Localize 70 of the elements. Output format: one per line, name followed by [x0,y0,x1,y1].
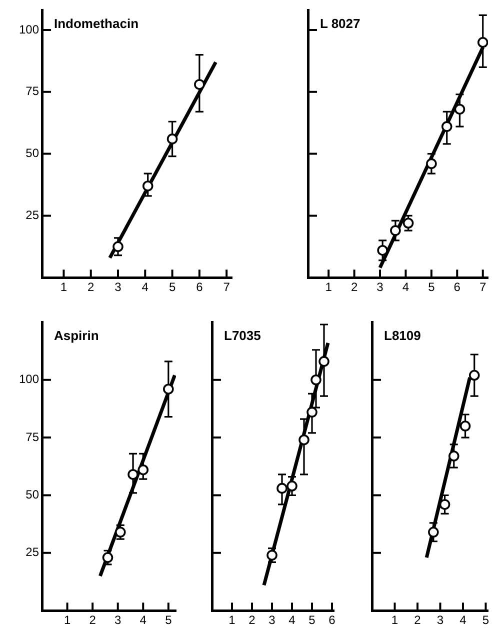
x-tick-label: 4 [402,280,410,294]
point [310,374,322,386]
point [402,218,414,229]
x-tick-label: 2 [350,280,358,294]
x-tick-label: 4 [140,613,147,628]
x-tick-label: 1 [64,613,71,628]
y-tick-label: 25 [26,545,40,560]
y-tick-label: 50 [26,488,40,502]
x-tick-label: 5 [165,613,172,628]
point [477,36,488,48]
x-tick-label: 1 [228,613,236,628]
point [454,104,466,115]
x-tick-label: 7 [480,280,487,294]
x-tick-label: 3 [268,613,276,628]
x-tick-label: 3 [114,613,122,628]
text: L8109 [384,328,421,343]
text: Aspirin [54,328,99,343]
point [318,356,330,367]
point [441,121,452,132]
point [276,482,288,494]
point [426,158,437,170]
x-tick-label: 5 [482,613,490,628]
point [286,480,298,492]
text: L7035 [224,328,261,343]
x-tick-label: 1 [60,280,68,294]
point [428,526,439,538]
point [390,225,401,236]
point [163,384,174,395]
x-tick-label: 1 [391,613,398,628]
x-tick-label: 5 [428,280,436,294]
x-tick-label: 4 [142,280,149,294]
point [194,79,205,90]
y-tick-label: 75 [26,430,40,444]
point [306,406,318,418]
point [102,552,114,563]
y-tick-label: 50 [26,146,40,160]
x-tick-label: 3 [436,613,444,628]
x-tick-label: 2 [89,613,96,628]
y-tick-label: 25 [26,208,40,222]
point [377,244,388,256]
x-tick-label: 6 [196,280,204,294]
text: Indomethacin [54,16,139,31]
point [138,464,149,476]
x-tick-label: 2 [248,613,256,628]
x-tick-label: 5 [308,613,316,628]
x-tick-label: 4 [288,613,296,628]
point [166,134,178,144]
x-tick-label: 2 [88,280,95,294]
x-tick-label: 3 [376,280,384,294]
x-tick-label: 7 [223,280,230,294]
point [460,420,471,432]
x-tick-label: 6 [454,280,461,294]
point [128,469,138,480]
point [298,434,310,446]
point [112,241,124,252]
x-tick-label: 3 [114,280,122,294]
y-tick-label: 100 [18,22,40,36]
point [142,180,154,192]
y-tick-label: 100 [18,372,40,386]
point [468,370,480,381]
text: L 8027 [320,16,360,31]
x-tick-label: 2 [414,613,422,628]
x-tick-label: 4 [460,613,467,628]
point [114,526,126,538]
point [448,450,460,462]
y-tick-label: 75 [26,84,40,98]
point [439,499,450,510]
x-tick-label: 5 [168,280,176,294]
x-tick-label: 6 [328,613,336,628]
x-tick-label: 1 [325,280,332,294]
